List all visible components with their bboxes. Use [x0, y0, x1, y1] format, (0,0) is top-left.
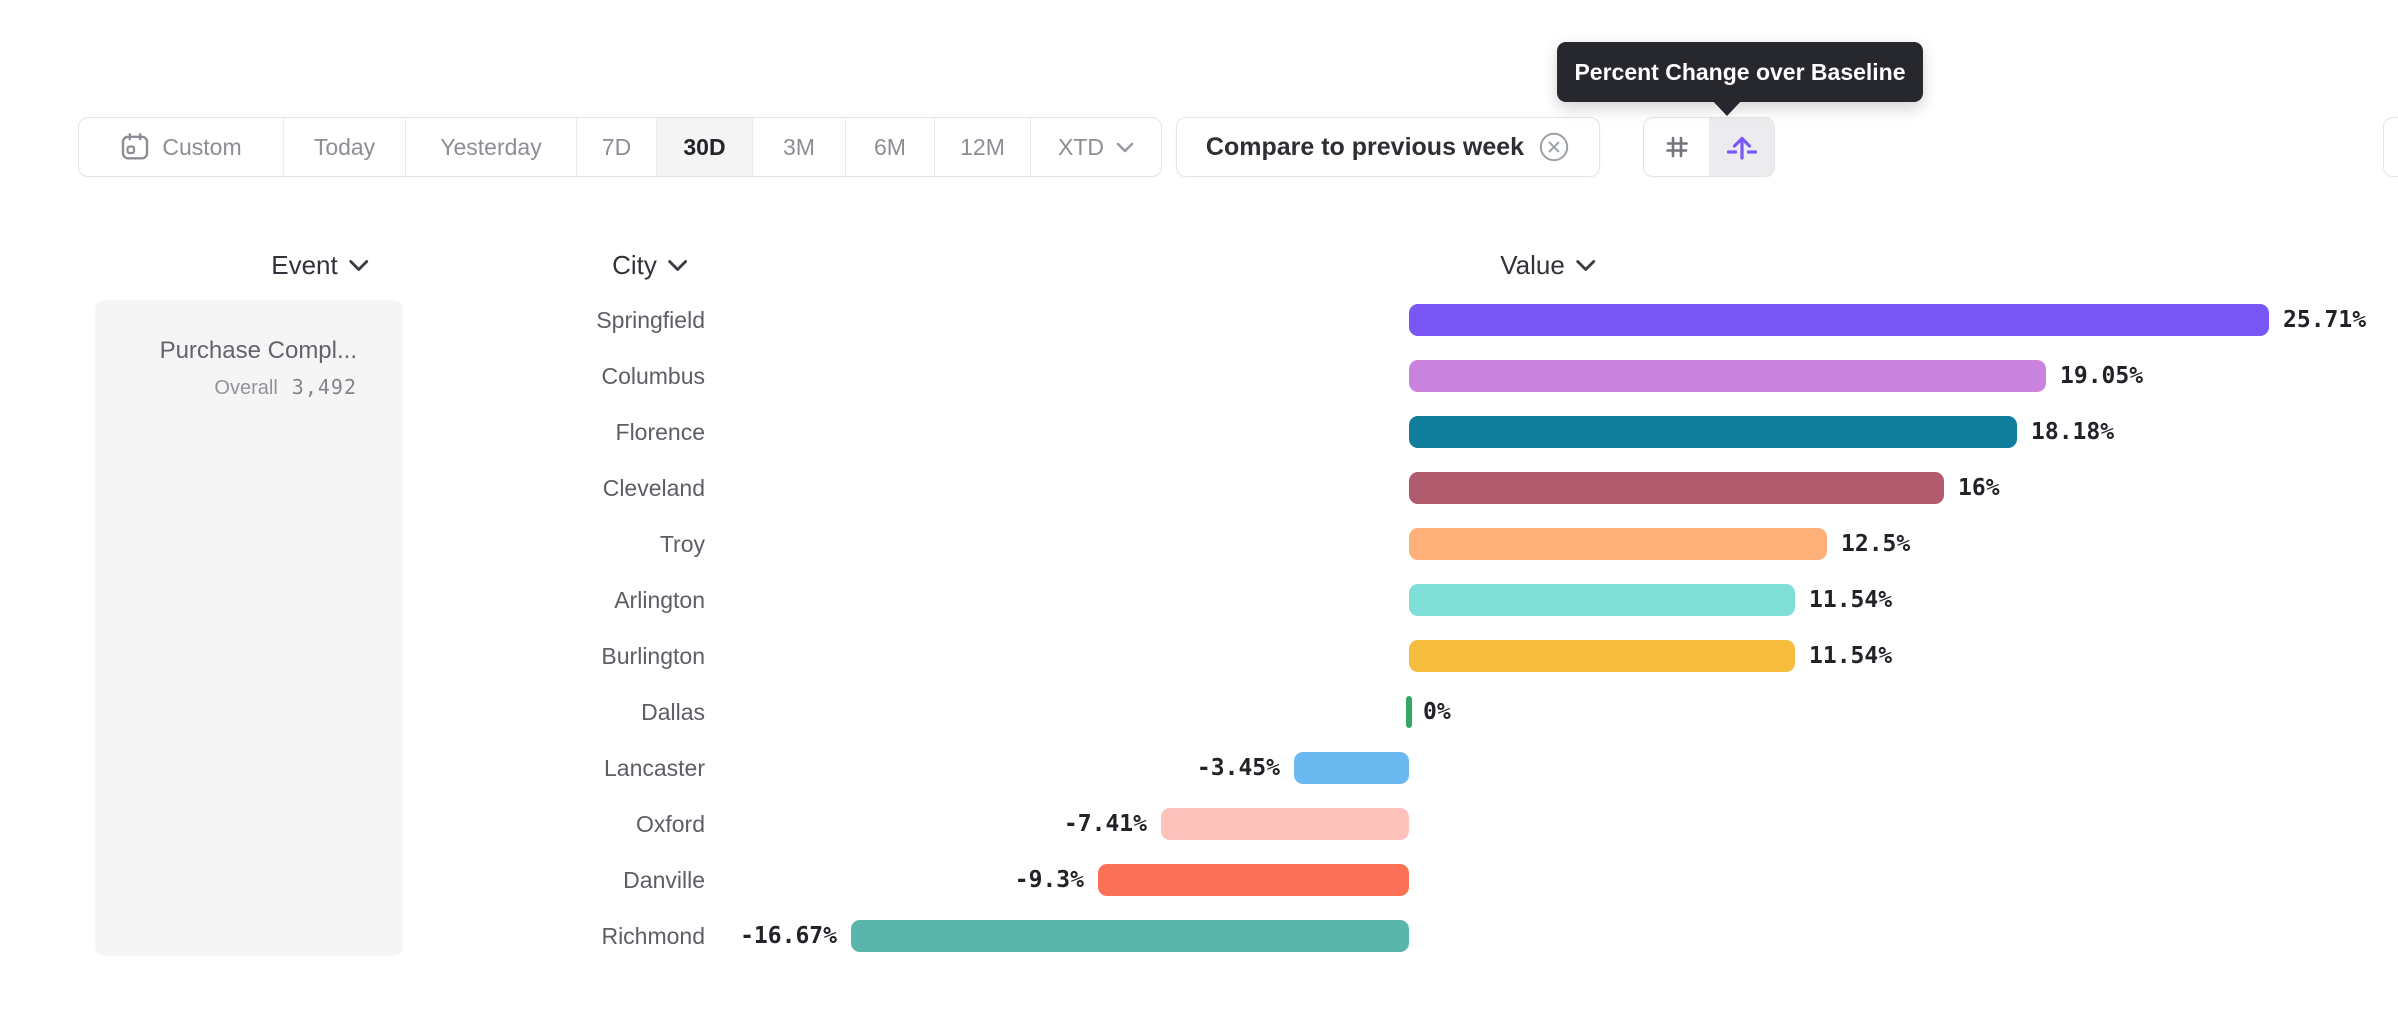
edge-partial-button[interactable] [2383, 117, 2398, 177]
range-label: 12M [960, 133, 1005, 160]
range-label: 3M [783, 133, 815, 160]
city-label-oxford: Oxford [635, 811, 705, 837]
range-yesterday[interactable]: Yesterday [406, 118, 577, 176]
hash-icon [1665, 136, 1688, 158]
city-label-burlington: Burlington [601, 643, 705, 669]
value-bar-danville[interactable] [1098, 864, 1409, 896]
range-3m[interactable]: 3M [753, 118, 846, 176]
range-today[interactable]: Today [284, 118, 406, 176]
city-label-cleveland: Cleveland [602, 475, 705, 501]
value-label-dallas: 0% [1423, 699, 1451, 725]
tooltip-text: Percent Change over Baseline [1574, 58, 1906, 85]
chevron-down-icon [1575, 259, 1595, 271]
range-xtd[interactable]: XTD [1031, 118, 1161, 176]
range-label: 30D [683, 133, 726, 160]
tooltip: Percent Change over Baseline [1557, 42, 1923, 116]
event-overall-label: Overall [214, 377, 278, 399]
event-cell: Purchase Compl... Overall 3,492 [160, 334, 357, 402]
chevron-down-icon [1116, 142, 1134, 152]
value-label-columbus: 19.05% [2060, 363, 2144, 389]
range-7d[interactable]: 7D [577, 118, 657, 176]
value-label-cleveland: 16% [1958, 475, 2000, 501]
date-range-control: Custom Today Yesterday 7D 30D 3M 6M 12M XTD [78, 117, 1162, 177]
city-label-springfield: Springfield [596, 307, 705, 333]
range-label: XTD [1058, 133, 1104, 160]
range-label: 7D [601, 133, 632, 160]
value-label-danville: -9.3% [1014, 867, 1084, 893]
value-label-springfield: 25.71% [2283, 307, 2367, 333]
range-label: Today [313, 133, 376, 160]
value-label-florence: 18.18% [2031, 419, 2115, 445]
range-30d[interactable]: 30D [657, 118, 753, 176]
value-label-oxford: -7.41% [1063, 811, 1147, 837]
column-header-city-label: City [612, 249, 657, 280]
value-bar-cleveland[interactable] [1409, 472, 1944, 504]
city-label-richmond: Richmond [601, 923, 705, 949]
absolute-numbers-view-button[interactable] [1644, 118, 1709, 176]
value-bar-arlington[interactable] [1409, 584, 1795, 616]
tooltip-arrow [1711, 99, 1743, 116]
value-label-richmond: -16.67% [740, 923, 837, 949]
city-label-troy: Troy [659, 531, 705, 557]
percent-change-view-button[interactable] [1709, 118, 1774, 176]
value-label-arlington: 11.54% [1809, 587, 1893, 613]
range-6m[interactable]: 6M [846, 118, 935, 176]
city-label-arlington: Arlington [614, 587, 705, 613]
value-bar-florence[interactable] [1409, 416, 2017, 448]
event-panel[interactable]: Purchase Compl... Overall 3,492 [95, 300, 403, 956]
column-header-city[interactable]: City [612, 248, 688, 282]
arrow-over-baseline-icon [1726, 136, 1757, 160]
range-label: Custom [162, 133, 242, 160]
column-header-event-label: Event [271, 249, 338, 280]
compare-chip-label: Compare to previous week [1205, 132, 1525, 161]
city-label-dallas: Dallas [641, 699, 705, 725]
city-label-danville: Danville [623, 867, 705, 893]
event-overall: Overall 3,492 [160, 373, 357, 402]
event-title: Purchase Compl... [159, 337, 357, 364]
value-bar-springfield[interactable] [1409, 304, 2269, 336]
compare-chip[interactable]: Compare to previous week [1176, 117, 1600, 177]
view-toggle [1643, 117, 1775, 177]
value-bar-troy[interactable] [1409, 528, 1827, 560]
value-bar-oxford[interactable] [1161, 808, 1409, 840]
value-bar-richmond[interactable] [851, 920, 1409, 952]
range-label: 6M [874, 133, 906, 160]
range-custom[interactable]: Custom [79, 118, 284, 176]
x-circle-icon[interactable] [1538, 131, 1570, 163]
city-label-columbus: Columbus [601, 363, 705, 389]
chevron-down-icon [348, 259, 368, 271]
event-overall-value: 3,492 [291, 375, 357, 399]
value-label-troy: 12.5% [1841, 531, 1911, 557]
calendar-icon [122, 133, 149, 160]
value-bar-dallas[interactable] [1406, 696, 1412, 728]
column-header-value[interactable]: Value [1500, 248, 1596, 282]
column-header-value-label: Value [1500, 249, 1565, 280]
range-12m[interactable]: 12M [935, 118, 1031, 176]
value-bar-lancaster[interactable] [1294, 752, 1409, 784]
range-label: Yesterday [440, 133, 542, 160]
chevron-down-icon [667, 259, 687, 271]
value-label-lancaster: -3.45% [1196, 755, 1280, 781]
column-header-event[interactable]: Event [271, 248, 369, 282]
value-bar-burlington[interactable] [1409, 640, 1795, 672]
city-label-lancaster: Lancaster [603, 755, 705, 781]
value-bar-columbus[interactable] [1409, 360, 2046, 392]
city-label-florence: Florence [615, 419, 705, 445]
value-label-burlington: 11.54% [1809, 643, 1893, 669]
